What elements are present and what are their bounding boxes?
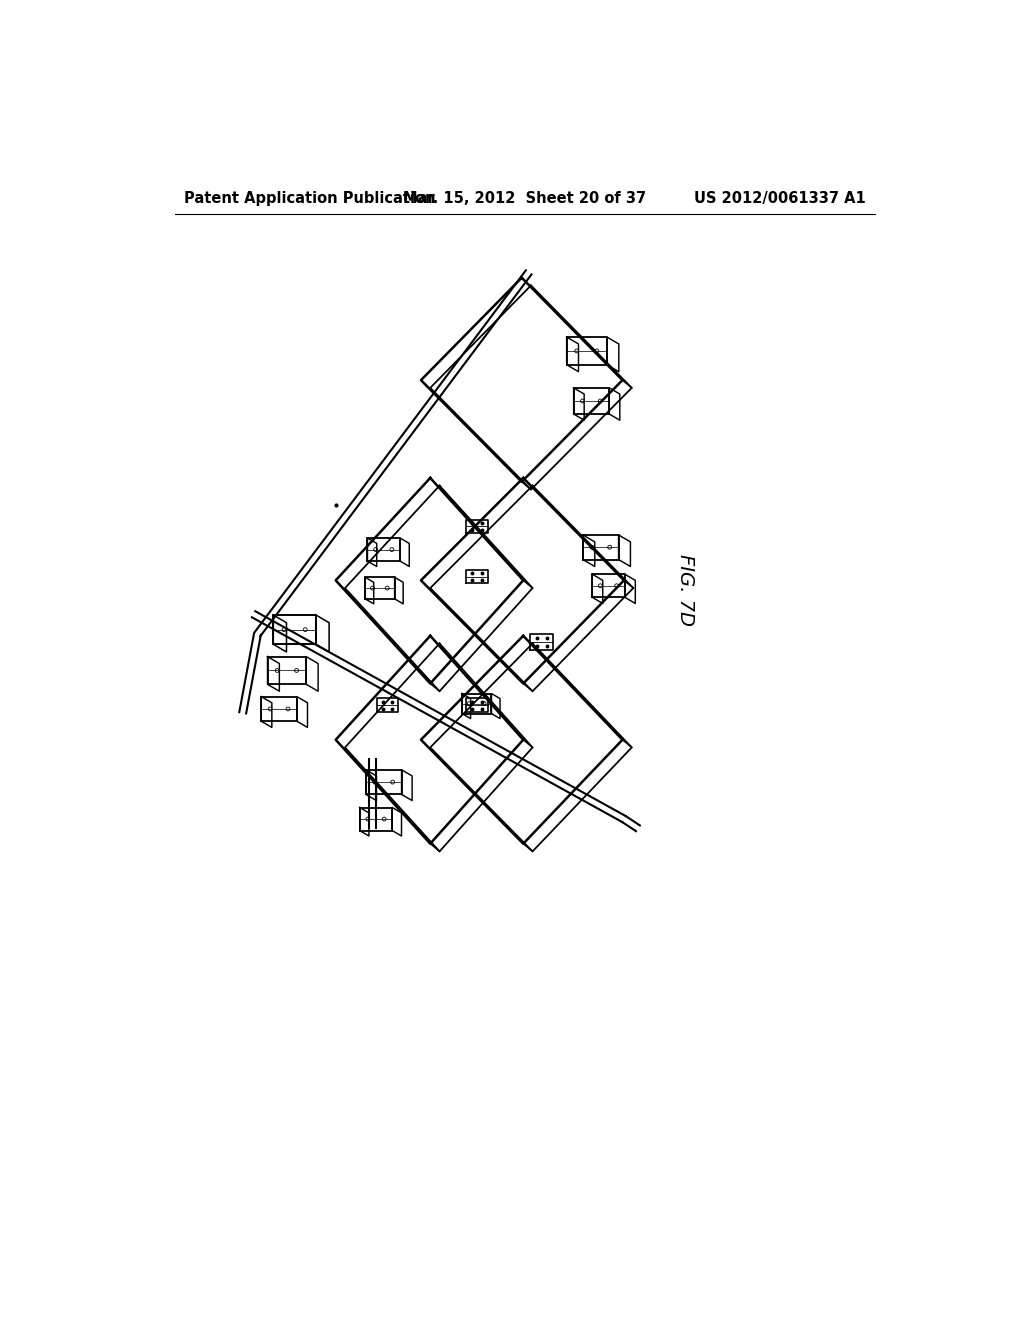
Text: Patent Application Publication: Patent Application Publication (183, 191, 435, 206)
Text: US 2012/0061337 A1: US 2012/0061337 A1 (694, 191, 866, 206)
Text: Mar. 15, 2012  Sheet 20 of 37: Mar. 15, 2012 Sheet 20 of 37 (403, 191, 646, 206)
Text: FIG. 7D: FIG. 7D (677, 553, 695, 626)
